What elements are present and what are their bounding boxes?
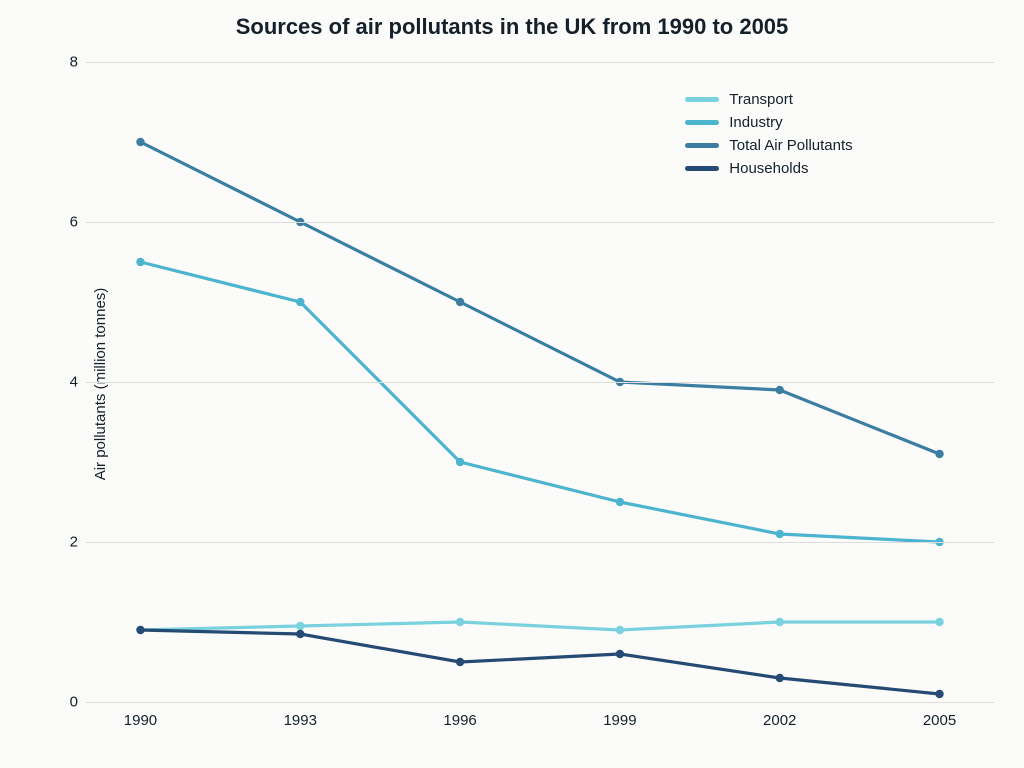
gridline (86, 222, 994, 223)
series-marker (456, 658, 464, 666)
x-tick-label: 2005 (923, 712, 956, 729)
series-marker (776, 674, 784, 682)
series-marker (456, 298, 464, 306)
series-marker (136, 626, 144, 634)
series-line (140, 622, 939, 630)
chart-title: Sources of air pollutants in the UK from… (0, 14, 1024, 40)
series-marker (296, 630, 304, 638)
series-marker (136, 258, 144, 266)
series-marker (616, 650, 624, 658)
legend: Transport Industry Total Air Pollutants Hou… (685, 91, 852, 177)
x-tick-label: 1999 (603, 712, 636, 729)
legend-label: Industry (729, 114, 782, 131)
series-marker (776, 386, 784, 394)
series-marker (616, 498, 624, 506)
series-marker (776, 530, 784, 538)
series-marker (456, 458, 464, 466)
legend-item: Industry (685, 114, 852, 131)
series-marker (296, 622, 304, 630)
series-marker (935, 618, 943, 626)
y-tick-label: 8 (44, 54, 78, 71)
series-line (140, 142, 939, 454)
x-tick-label: 1993 (284, 712, 317, 729)
legend-item: Households (685, 160, 852, 177)
line-chart: Sources of air pollutants in the UK from… (0, 0, 1024, 768)
legend-label: Households (729, 160, 808, 177)
legend-item: Total Air Pollutants (685, 137, 852, 154)
series-marker (296, 298, 304, 306)
series-marker (776, 618, 784, 626)
gridline (86, 702, 994, 703)
series-marker (935, 690, 943, 698)
y-tick-label: 0 (44, 694, 78, 711)
series-marker (935, 450, 943, 458)
series-marker (136, 138, 144, 146)
legend-label: Transport (729, 91, 793, 108)
y-tick-label: 6 (44, 214, 78, 231)
series-line (140, 630, 939, 694)
legend-swatch (685, 97, 719, 102)
legend-swatch (685, 120, 719, 125)
y-tick-label: 4 (44, 374, 78, 391)
gridline (86, 62, 994, 63)
x-tick-label: 2002 (763, 712, 796, 729)
legend-swatch (685, 143, 719, 148)
series-marker (456, 618, 464, 626)
x-tick-label: 1996 (443, 712, 476, 729)
gridline (86, 542, 994, 543)
gridline (86, 382, 994, 383)
legend-swatch (685, 166, 719, 171)
series-marker (616, 626, 624, 634)
y-tick-label: 2 (44, 534, 78, 551)
plot-area: 02468199019931996199920022005 (86, 62, 994, 702)
legend-label: Total Air Pollutants (729, 137, 852, 154)
x-tick-label: 1990 (124, 712, 157, 729)
series-line (140, 262, 939, 542)
legend-item: Transport (685, 91, 852, 108)
